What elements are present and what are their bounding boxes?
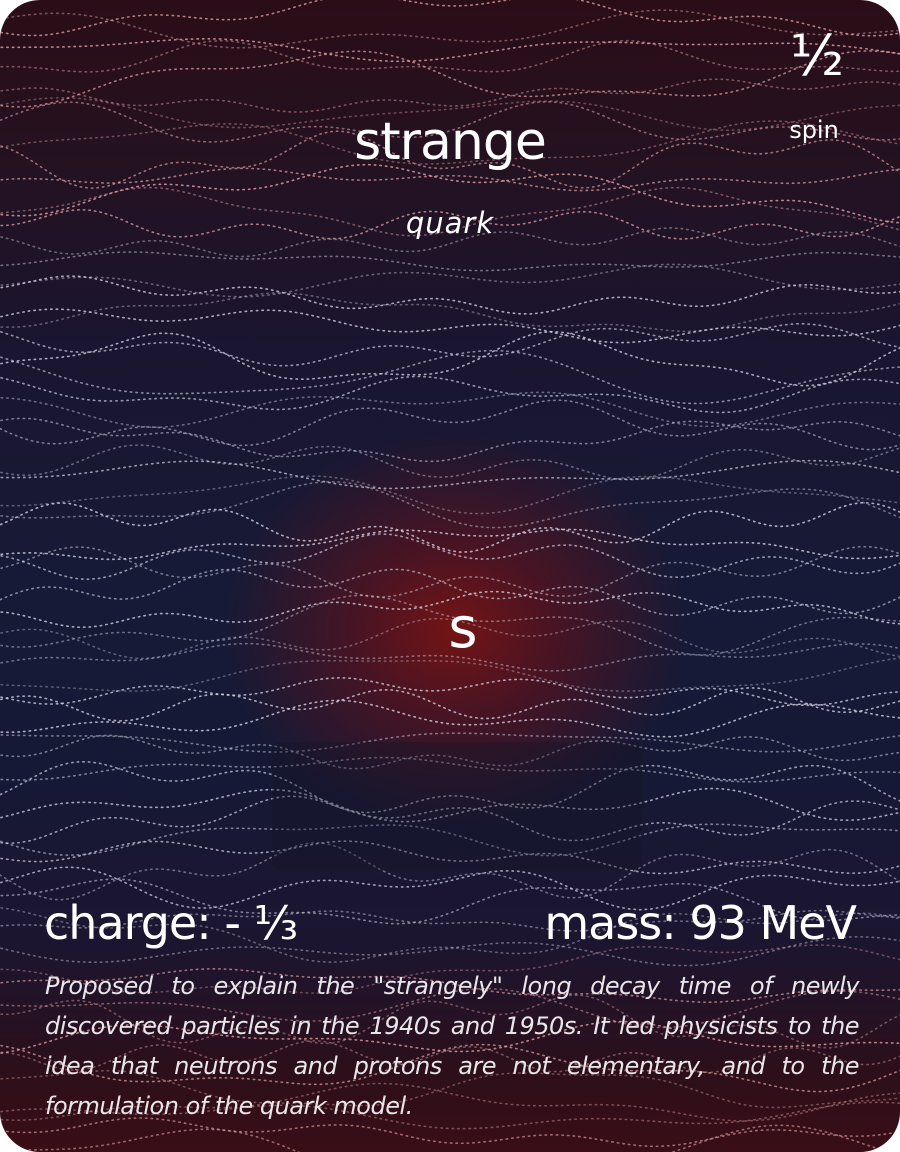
particle-wave-line	[0, 38, 900, 63]
particle-wave-line	[0, 227, 900, 258]
mass-value: mass: 93 MeV	[544, 896, 857, 950]
spin-label: spin	[789, 116, 839, 144]
particle-wave-line	[0, 823, 900, 857]
particle-wave-line	[0, 399, 900, 451]
particle-wave-line	[0, 78, 900, 113]
particle-wave-line	[0, 96, 900, 132]
particle-wave-line	[0, 590, 900, 629]
particle-wave-line	[0, 994, 900, 1049]
particle-wave-line	[0, 0, 900, 37]
particle-wave-line	[0, 866, 900, 911]
particle-wave-line	[0, 308, 900, 344]
particle-wave-line	[0, 840, 900, 875]
particle-wave-line	[0, 787, 900, 823]
particle-symbol: s	[448, 596, 478, 661]
particle-wave-line	[0, 100, 900, 143]
particle-wave-line	[0, 291, 900, 333]
particle-wave-line	[0, 251, 900, 272]
particle-wave-line	[0, 1020, 900, 1055]
particle-wave-line	[0, 501, 900, 553]
particle-wave-line	[0, 444, 900, 481]
particle-wave-line	[0, 760, 900, 814]
particle-wave-line	[0, 163, 900, 224]
particle-description: Proposed to explain the "strangely" long…	[45, 972, 860, 1120]
particle-wave-line	[0, 208, 900, 240]
particle-wave-line	[0, 1082, 900, 1122]
particle-wave-line	[0, 528, 900, 561]
particle-wave-line	[0, 349, 900, 405]
particle-wave-line	[0, 841, 900, 901]
particle-name: strange	[354, 112, 547, 172]
particle-wave-line	[0, 1124, 892, 1152]
particle-wave-line	[0, 734, 900, 770]
particle-wave-line	[0, 480, 900, 529]
particle-wave-line	[0, 475, 900, 515]
particle-wave-line	[0, 642, 900, 672]
particle-wave-line	[0, 322, 900, 367]
particle-wave-line	[0, 944, 900, 994]
particle-wave-line	[0, 935, 900, 967]
particle-wave-line	[0, 533, 900, 581]
particle-wave-line	[0, 699, 900, 738]
particle-wave-line	[0, 545, 900, 599]
particle-wave-line	[0, 657, 900, 692]
particle-wave-line	[0, 686, 900, 722]
symbol-shadow-panel	[272, 742, 642, 870]
particle-wave-line	[0, 459, 900, 490]
particle-wave-line	[0, 9, 900, 49]
particle-type: quark	[405, 206, 495, 240]
particle-wave-line	[0, 50, 900, 108]
particle-wave-line	[0, 732, 900, 753]
particle-wave-line	[0, 1043, 900, 1093]
particle-wave-line	[0, 568, 900, 616]
particle-wave-line	[0, 1117, 900, 1148]
particle-wave-line	[0, 987, 900, 1029]
spin-value: ½	[789, 24, 844, 89]
particle-wave-line	[0, 375, 900, 414]
particle-wave-line	[0, 795, 900, 845]
particle-wave-line	[0, 120, 900, 165]
particle-wave-line	[0, 1069, 900, 1109]
particle-wave-line	[0, 330, 900, 387]
charge-value: charge: - ⅓	[44, 896, 298, 950]
particle-wave-line	[0, 417, 900, 463]
particle-wave-line	[0, 617, 900, 660]
particle-wave-line	[0, 275, 900, 315]
particle-wave-line	[0, 39, 900, 73]
particle-wave-line	[0, 676, 900, 707]
particle-wave-line	[0, 263, 900, 298]
